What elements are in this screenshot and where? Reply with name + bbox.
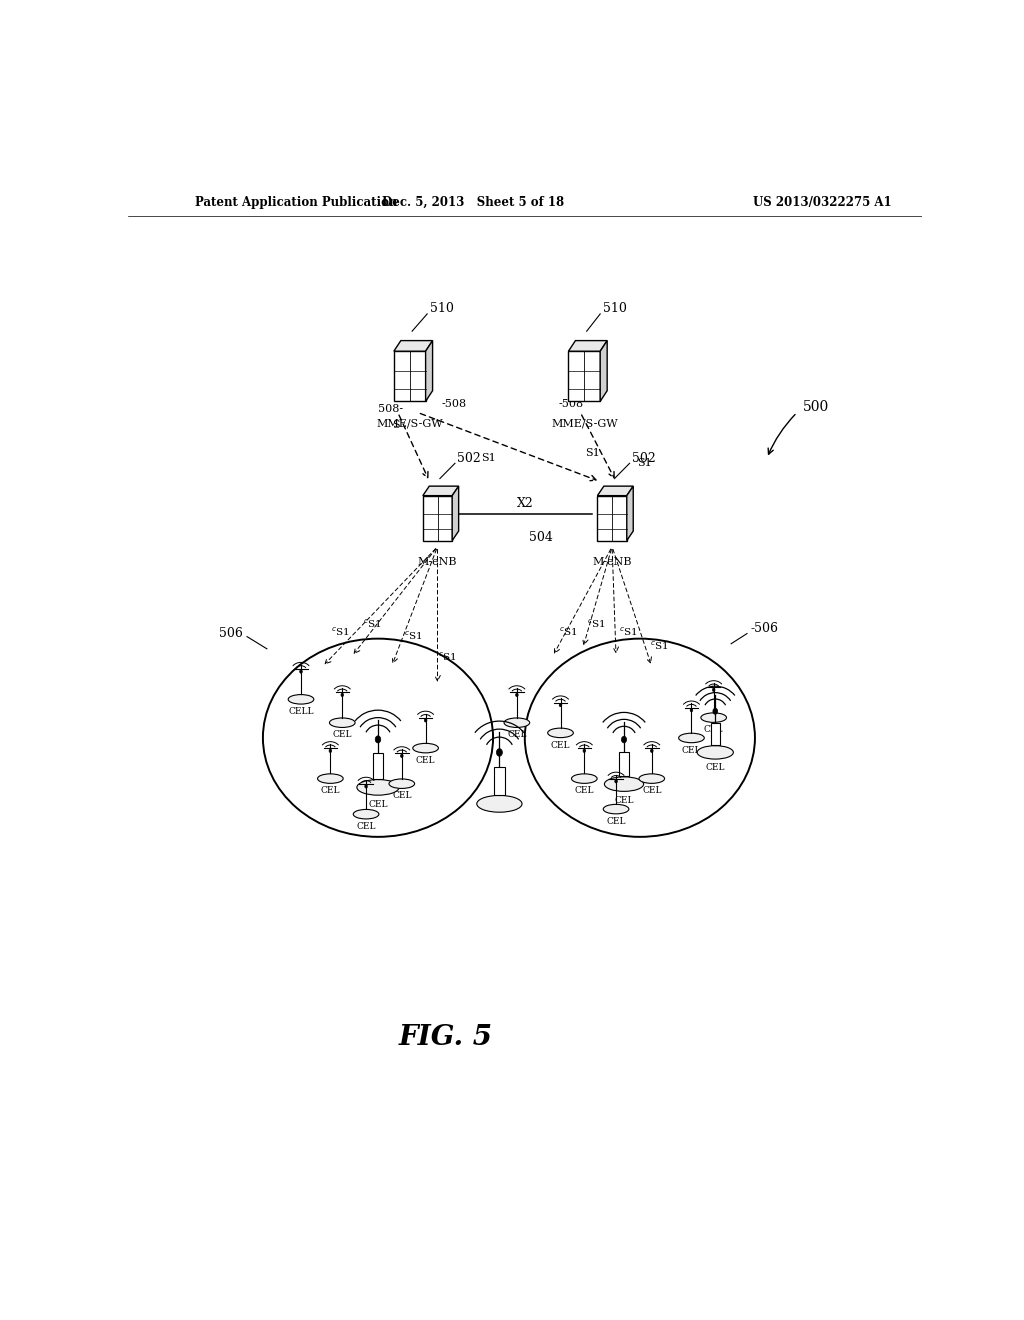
Circle shape [497,748,503,756]
Circle shape [650,748,653,752]
Circle shape [583,748,586,752]
Circle shape [690,709,693,711]
Text: CEL: CEL [642,787,662,796]
Text: 508-: 508- [378,404,403,414]
Polygon shape [426,341,432,401]
Text: $^c$S1: $^c$S1 [618,626,637,639]
FancyBboxPatch shape [711,723,720,744]
Circle shape [622,737,627,743]
Polygon shape [627,486,633,541]
Circle shape [400,754,403,758]
Text: MME/S-GW: MME/S-GW [551,418,617,429]
Text: -508: -508 [559,400,584,409]
Circle shape [329,748,332,752]
Text: MME/S-GW: MME/S-GW [377,418,443,429]
Circle shape [424,718,427,722]
Text: $^c$S1: $^c$S1 [332,626,350,639]
Polygon shape [423,495,453,541]
Ellipse shape [604,777,644,792]
Text: CEL: CEL [333,730,352,739]
Text: FIG. 5: FIG. 5 [398,1024,493,1051]
FancyBboxPatch shape [494,767,505,795]
Circle shape [559,704,562,706]
Text: CEL: CEL [356,822,376,832]
Text: S1: S1 [585,449,600,458]
Text: $^c$S1: $^c$S1 [438,651,457,663]
Polygon shape [423,486,459,495]
Circle shape [375,735,381,743]
Ellipse shape [639,774,665,783]
Ellipse shape [697,746,733,759]
Text: Dec. 5, 2013   Sheet 5 of 18: Dec. 5, 2013 Sheet 5 of 18 [382,195,564,209]
Ellipse shape [353,809,379,818]
Text: CEL: CEL [416,756,435,764]
Circle shape [300,669,302,673]
Ellipse shape [288,694,313,704]
Text: M-eNB: M-eNB [592,557,632,566]
Text: 500: 500 [803,400,828,414]
Text: -508: -508 [441,400,467,409]
Text: 506: 506 [219,627,243,640]
Circle shape [341,693,344,697]
Text: CEL: CEL [551,741,570,750]
Circle shape [614,780,617,783]
FancyBboxPatch shape [620,752,629,776]
Text: 510: 510 [430,302,454,315]
Ellipse shape [413,743,438,752]
Text: CEL: CEL [682,746,701,755]
Ellipse shape [571,774,597,783]
Ellipse shape [548,729,573,738]
Ellipse shape [357,780,399,795]
Ellipse shape [504,718,529,727]
Polygon shape [394,351,426,401]
Polygon shape [600,341,607,401]
Text: $^c$S1: $^c$S1 [587,618,605,630]
Text: CEL: CEL [703,726,723,734]
Ellipse shape [330,718,355,727]
Text: S: S [392,420,400,430]
Text: M-eNB: M-eNB [418,557,458,566]
Ellipse shape [389,779,415,788]
Circle shape [515,693,518,697]
Ellipse shape [700,713,726,722]
Circle shape [713,709,718,714]
Text: CEL: CEL [614,796,634,805]
Polygon shape [453,486,459,541]
Ellipse shape [679,733,705,743]
Text: CEL: CEL [606,817,626,826]
Text: CEL: CEL [321,787,340,796]
Circle shape [365,784,368,788]
Polygon shape [597,486,633,495]
Text: Patent Application Publication: Patent Application Publication [196,195,398,209]
Text: CEL: CEL [507,730,526,739]
Text: 510: 510 [602,302,627,315]
Text: 504: 504 [528,531,553,544]
Text: CEL: CEL [369,800,388,809]
Text: -506: -506 [751,622,779,635]
Polygon shape [394,341,432,351]
Text: 502: 502 [458,451,481,465]
Ellipse shape [477,796,522,812]
Text: $^c$S1: $^c$S1 [650,640,669,652]
Text: CEL: CEL [392,792,412,800]
Text: X2: X2 [516,498,534,510]
Circle shape [713,688,715,692]
Text: CELL: CELL [288,708,313,717]
Text: S1: S1 [481,453,496,463]
Text: US 2013/0322275 A1: US 2013/0322275 A1 [753,195,892,209]
Text: S1: S1 [638,458,652,469]
Text: $^c$S1: $^c$S1 [364,618,382,630]
Text: CEL: CEL [574,787,594,796]
Text: 502: 502 [632,451,655,465]
Polygon shape [568,351,600,401]
Text: CEL: CEL [706,763,725,772]
Polygon shape [597,495,627,541]
Text: $^c$S1: $^c$S1 [559,626,578,639]
FancyBboxPatch shape [373,754,383,779]
Ellipse shape [317,774,343,783]
Ellipse shape [603,804,629,814]
Polygon shape [568,341,607,351]
Text: $^c$S1: $^c$S1 [404,630,423,643]
